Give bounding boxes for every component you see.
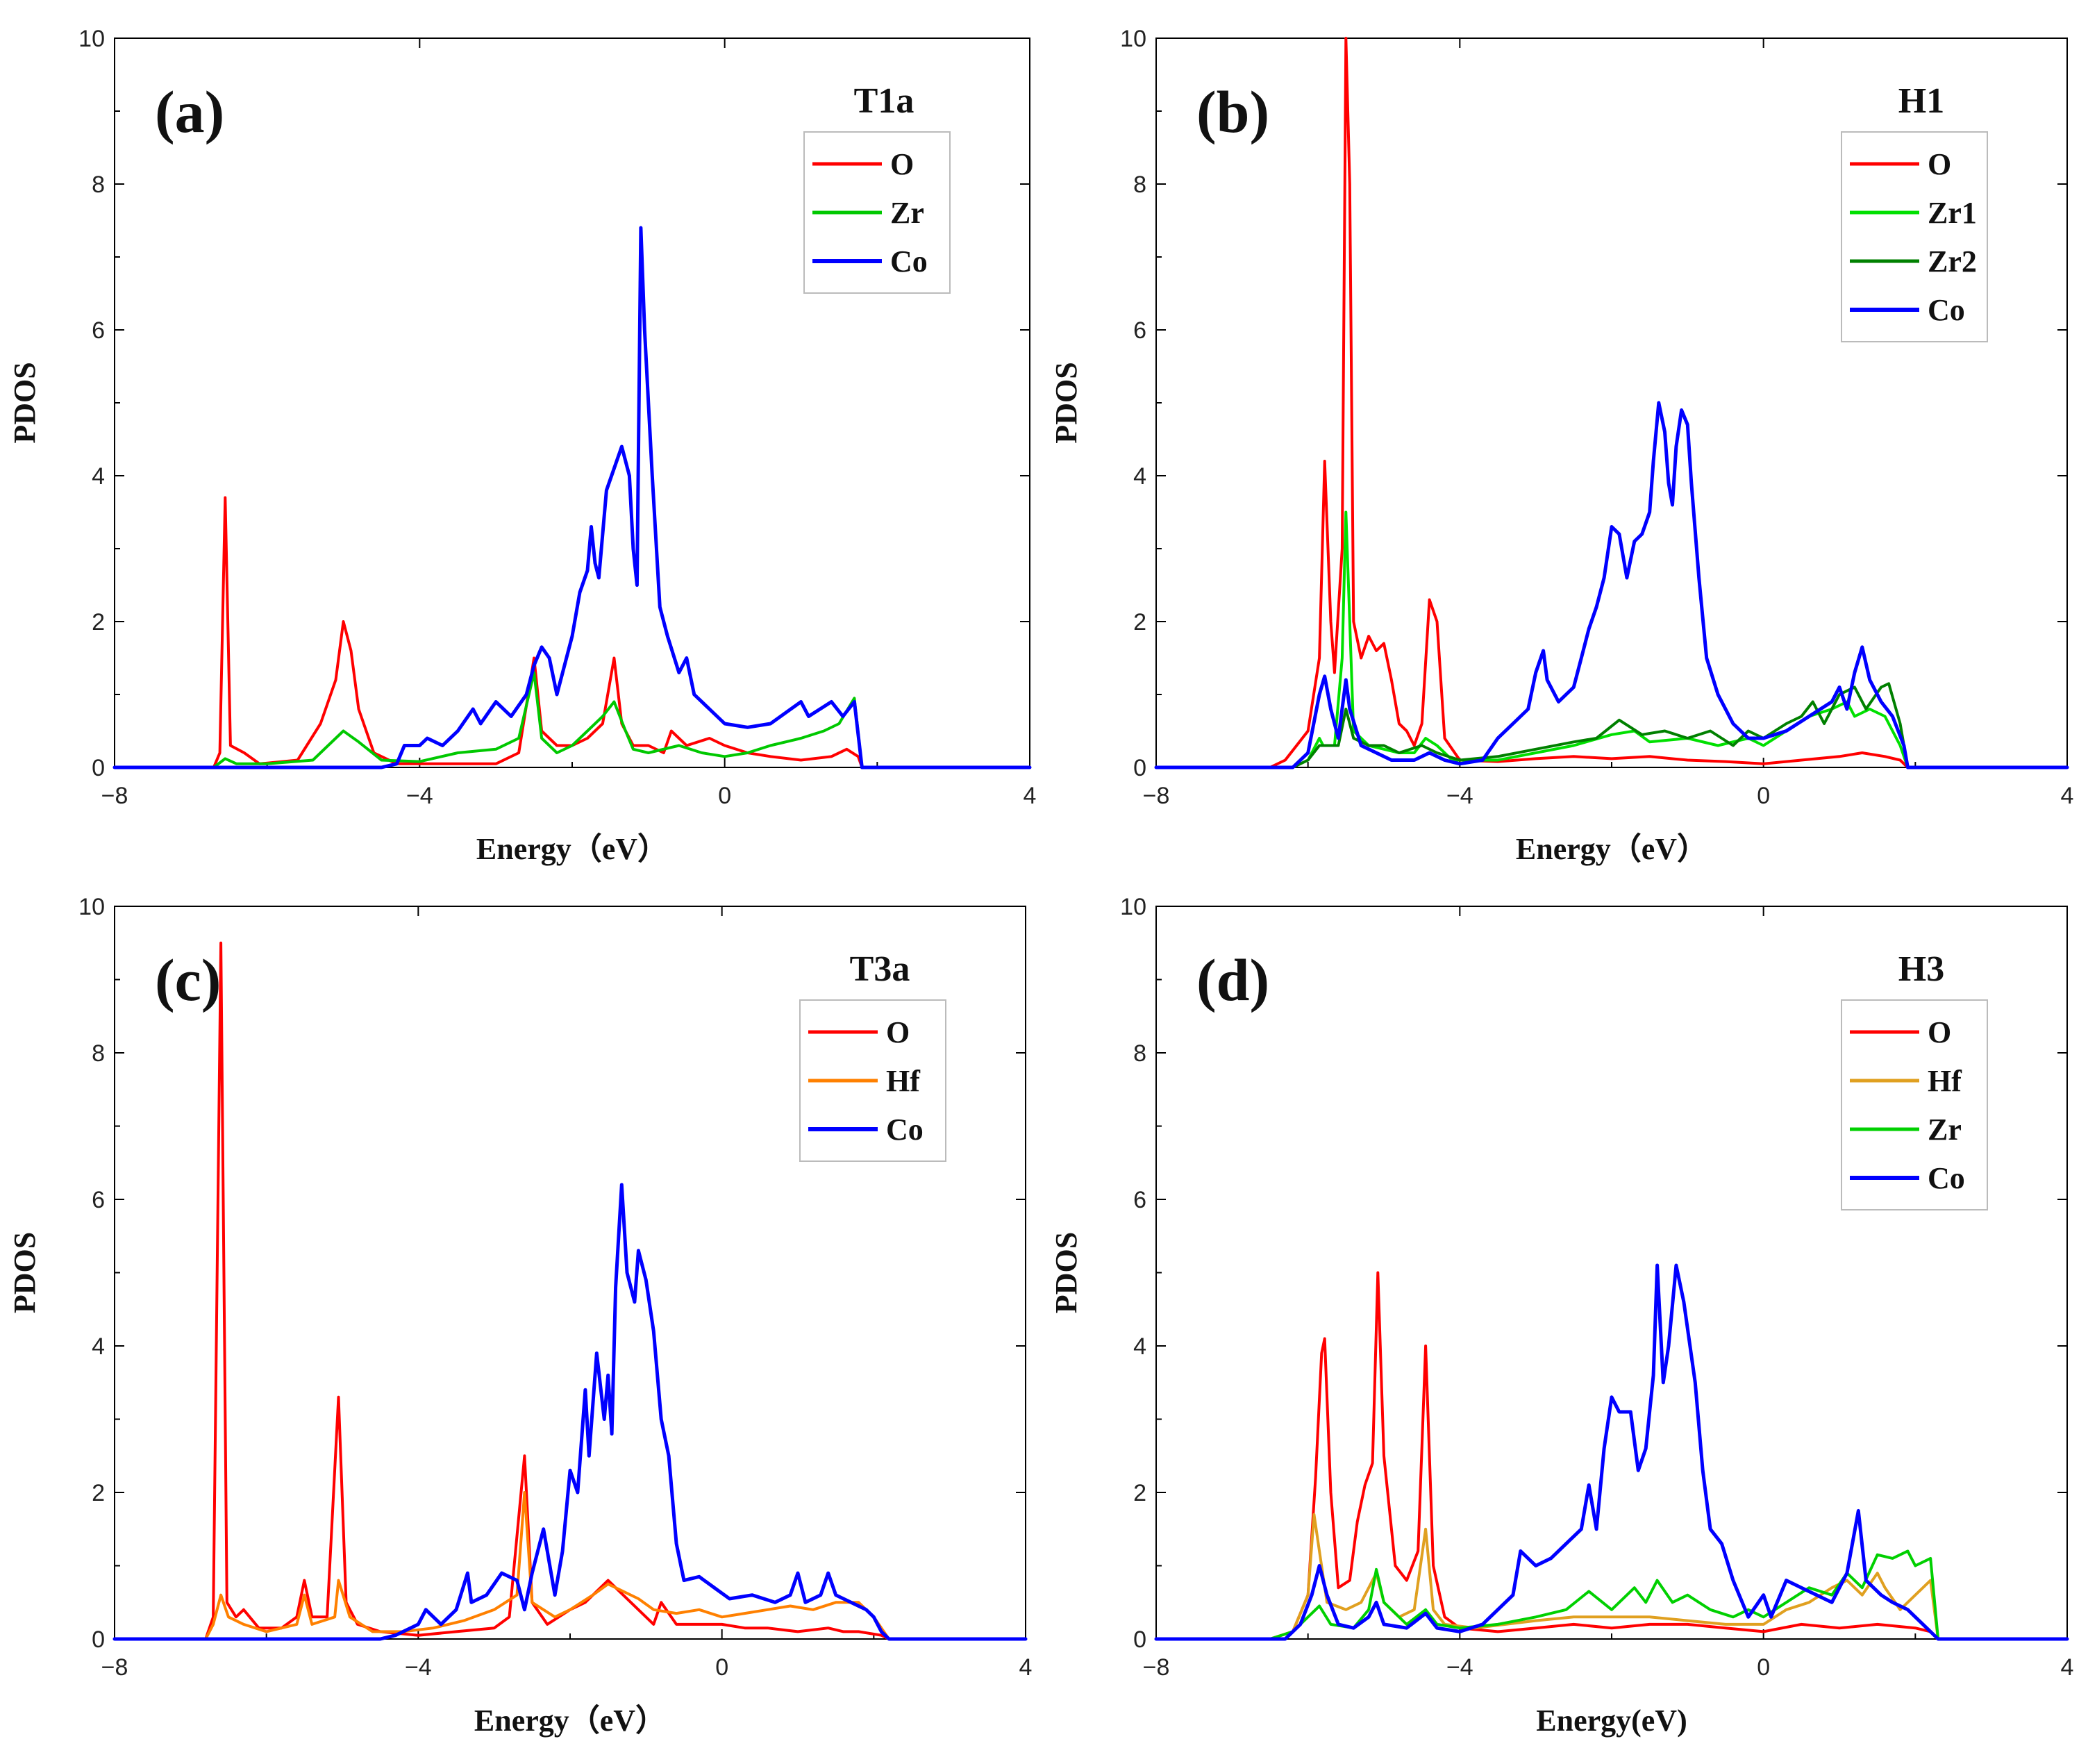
y-tick-label: 8 (1133, 1040, 1146, 1067)
legend-label-co: Co (886, 1113, 924, 1147)
y-tick-label: 6 (1133, 1187, 1146, 1213)
y-tick-label: 4 (1133, 1333, 1146, 1360)
legend-label-co: Co (890, 244, 928, 278)
panel-title: T3a (850, 949, 910, 989)
legend-label-o: O (886, 1015, 910, 1049)
legend-label-co: Co (1928, 293, 1965, 327)
y-axis-title: PDOS (1049, 1232, 1083, 1313)
x-tick-label: −8 (101, 1654, 128, 1681)
x-tick-label: −8 (1143, 783, 1170, 809)
y-axis-title: PDOS (8, 362, 42, 443)
y-tick-label: 6 (92, 1187, 105, 1213)
legend-box (1841, 999, 1988, 1210)
y-tick-label: 10 (78, 894, 105, 920)
y-tick-label: 6 (92, 317, 105, 344)
x-tick-label: 0 (1757, 1654, 1770, 1681)
series-line-hf (1155, 1513, 2069, 1640)
panel-title: T1a (854, 81, 914, 121)
y-tick-label: 10 (1120, 26, 1146, 52)
x-tick-label: 4 (2061, 783, 2074, 809)
y-tick-label: 8 (92, 1040, 105, 1067)
legend-label-zr: Zr (1928, 1113, 1962, 1147)
x-tick-label: 0 (715, 1654, 728, 1681)
y-tick-label: 4 (92, 463, 105, 490)
series-line-hf (113, 1491, 1027, 1640)
y-tick-label: 0 (1133, 1626, 1146, 1653)
y-tick-label: 8 (92, 172, 105, 198)
y-tick-label: 2 (92, 1480, 105, 1506)
series-line-zr (113, 671, 1031, 769)
legend-label-hf: Hf (1928, 1064, 1962, 1098)
series-line-co (112, 226, 1032, 769)
x-axis-title: Energy（eV） (474, 1704, 666, 1738)
y-tick-label: 8 (1133, 172, 1146, 198)
y-tick-label: 2 (1133, 609, 1146, 635)
chart-panel-c: −8 −4 0 4 0 2 4 6 8 10 Energy（eV） PDOS (c) T3a O Hf Co (8, 894, 1032, 1738)
legend-label-zr2: Zr2 (1928, 244, 1977, 278)
series-line-co (1154, 401, 2069, 769)
y-tick-label: 4 (1133, 463, 1146, 490)
series-line-co (112, 1183, 1028, 1641)
x-tick-label: −4 (406, 783, 433, 809)
chart-panel-d: −8 −4 0 4 0 2 4 6 8 10 Energy(eV) PDOS (d) H3 O Hf Zr Co (1049, 894, 2073, 1738)
legend-label-o: O (1928, 1015, 1951, 1049)
legend-box (1841, 131, 1988, 342)
legend-label-zr1: Zr1 (1928, 196, 1977, 230)
legend-label-co: Co (1928, 1161, 1965, 1195)
x-tick-label: −4 (1446, 1654, 1473, 1681)
x-axis-title: Energy（eV） (476, 832, 668, 866)
panel-label: (c) (155, 947, 221, 1013)
x-tick-label: 4 (1019, 1654, 1033, 1681)
panel-title: H3 (1898, 949, 1944, 989)
panel-label: (d) (1196, 947, 1269, 1013)
chart-panel-b: −8 −4 0 4 0 2 4 6 8 10 Energy（eV） PDOS (b) H1 O Zr1 Zr2 C… (1049, 26, 2073, 866)
series-line-zr (1155, 1549, 2069, 1640)
y-axis-title: PDOS (8, 1232, 42, 1313)
panel-title: H1 (1898, 81, 1944, 121)
y-tick-label: 4 (92, 1333, 105, 1360)
series-line-o (1155, 1271, 2069, 1640)
legend-label-o: O (890, 147, 914, 181)
panel-label: (b) (1196, 78, 1269, 145)
y-tick-label: 2 (1133, 1480, 1146, 1506)
x-tick-label: 4 (1024, 783, 1037, 809)
x-axis-title: Energy（eV） (1516, 832, 1707, 866)
x-tick-label: −8 (1143, 1654, 1170, 1681)
chart-panel-a: −8 −4 0 4 0 2 4 6 8 10 Energy（eV） PDOS (a) T1a O Zr Co (8, 26, 1036, 866)
y-axis-title: PDOS (1049, 362, 1083, 443)
series-line-zr2 (1155, 682, 2069, 769)
x-tick-label: 4 (2061, 1654, 2074, 1681)
y-tick-label: 2 (92, 609, 105, 635)
x-tick-label: −8 (101, 783, 128, 809)
y-tick-label: 6 (1133, 317, 1146, 344)
x-axis-title: Energy(eV) (1536, 1704, 1687, 1738)
x-tick-label: 0 (1757, 783, 1770, 809)
y-tick-label: 0 (92, 755, 105, 781)
series-line-o (1155, 37, 2069, 769)
legend-label-zr: Zr (890, 196, 924, 230)
x-tick-label: −4 (1446, 783, 1473, 809)
y-tick-label: 10 (1120, 894, 1146, 920)
x-tick-label: −4 (405, 1654, 432, 1681)
y-tick-label: 10 (78, 26, 105, 52)
panel-label: (a) (155, 78, 224, 145)
legend-label-hf: Hf (886, 1064, 921, 1098)
x-tick-label: 0 (718, 783, 731, 809)
y-tick-label: 0 (92, 1626, 105, 1653)
legend-label-o: O (1928, 147, 1951, 181)
series-line-co (1154, 1263, 2069, 1641)
y-tick-label: 0 (1133, 755, 1146, 781)
